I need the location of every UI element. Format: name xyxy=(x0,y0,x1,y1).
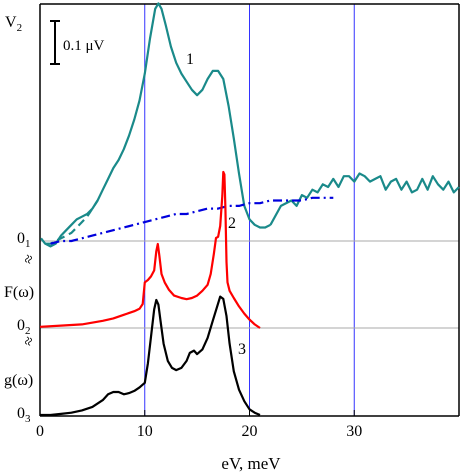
y-axis-label-3: 02 xyxy=(17,317,31,337)
x-axis-label: eV, meV xyxy=(221,454,281,473)
scale-bar-label: 0.1 μV xyxy=(63,38,105,54)
y-axis-label-2: F(ω) xyxy=(4,284,34,301)
y-axis-label-4: g(ω) xyxy=(4,372,33,389)
y-axis-label-1: 01 xyxy=(17,230,31,250)
curve-label-2: 2 xyxy=(228,215,236,232)
series-line-1 xyxy=(45,199,99,245)
curve-label-3: 3 xyxy=(238,341,246,358)
y-axis-label-5: 03 xyxy=(17,405,31,425)
x-tick-label-10: 10 xyxy=(137,423,153,440)
series-layer xyxy=(39,2,460,417)
x-tick-label-0: 0 xyxy=(36,423,44,440)
series-line-4 xyxy=(39,170,261,329)
y-axis-label-0: V2 xyxy=(5,14,22,34)
series-line-0 xyxy=(40,2,271,248)
y-axis-label-subscript-3: 2 xyxy=(25,325,31,337)
series-line-2 xyxy=(269,172,460,226)
tick-layer: 0 10 20 30 xyxy=(36,410,362,440)
y-axis-label-subscript-5: 3 xyxy=(25,413,31,425)
y-axis-label-subscript-1: 1 xyxy=(25,238,31,250)
x-tick-label-20: 20 xyxy=(242,423,258,440)
axis-break-0: ≈ xyxy=(20,252,39,266)
curve-label-1: 1 xyxy=(186,51,194,68)
scale-bar: 0.1 μV xyxy=(50,20,105,65)
series-line-5 xyxy=(40,295,261,417)
y-axis-label-subscript-0: 2 xyxy=(17,22,23,34)
series-line-3 xyxy=(50,196,334,245)
gridlines xyxy=(40,4,459,416)
x-tick-label-30: 30 xyxy=(346,423,362,440)
